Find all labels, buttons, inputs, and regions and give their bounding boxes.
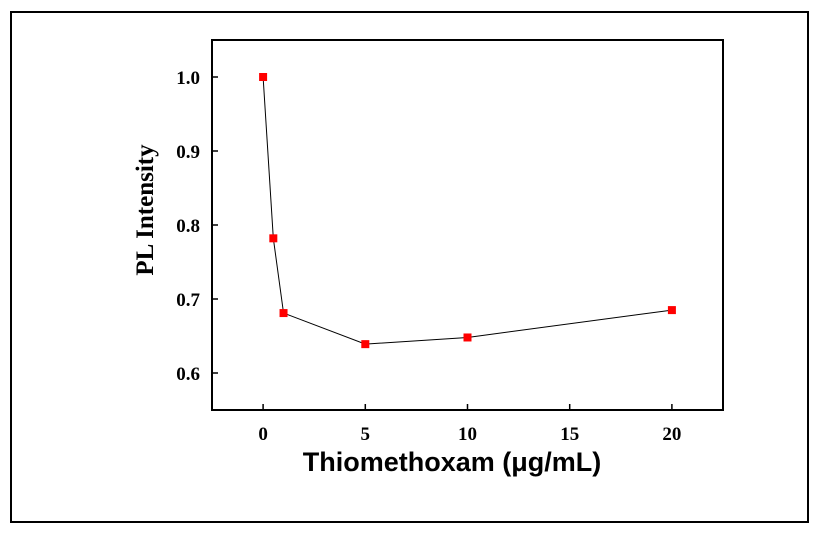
plot-area-border — [211, 39, 724, 411]
x-tick-label: 20 — [662, 424, 681, 445]
data-point-marker — [269, 234, 278, 243]
x-tick-label: 10 — [458, 424, 477, 445]
data-point-marker — [259, 73, 268, 81]
data-point-marker — [361, 340, 370, 349]
data-point-marker — [279, 309, 288, 318]
x-tick-label: 5 — [361, 424, 371, 445]
y-axis-label: PL Intensity — [132, 144, 159, 276]
data-point-marker — [667, 306, 676, 315]
y-tick-label: 0.6 — [176, 364, 200, 385]
data-point-marker — [463, 333, 472, 342]
y-tick-label: 1.0 — [176, 68, 200, 89]
x-axis-ticks: 0 5 10 15 20 — [258, 404, 681, 445]
x-axis-label: Thiomethoxam (μg/mL) — [303, 447, 602, 477]
y-axis-ticks: 0.6 0.7 0.8 0.9 1.0 — [176, 68, 218, 385]
x-tick-label: 15 — [560, 424, 579, 445]
y-tick-label: 0.8 — [176, 216, 200, 237]
series-line — [262, 76, 672, 345]
y-tick-label: 0.7 — [176, 290, 200, 311]
outer-frame — [10, 11, 809, 523]
y-tick-label: 0.9 — [176, 142, 200, 163]
x-tick-label: 0 — [258, 424, 268, 445]
series-layer — [259, 73, 676, 349]
